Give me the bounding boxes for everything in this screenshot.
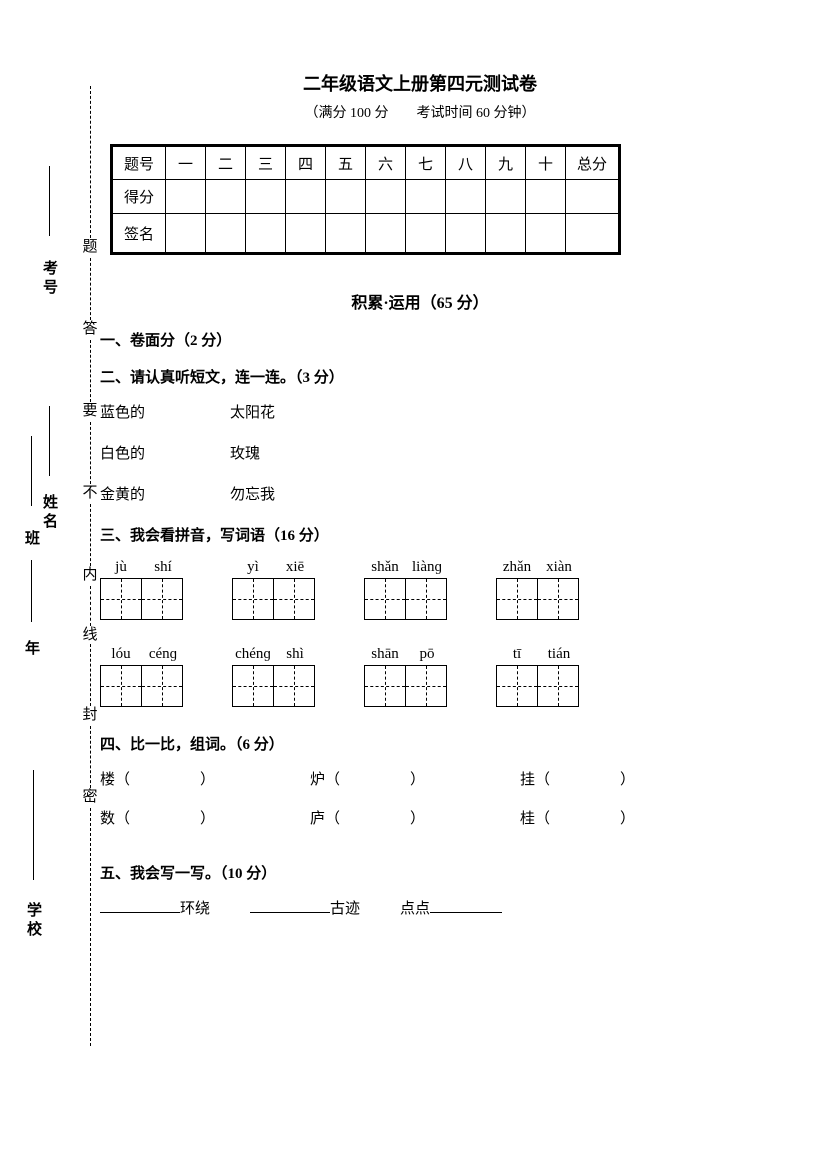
tian-box	[405, 665, 447, 707]
q2-body: 蓝色的 太阳花 白色的 玫瑰 金黄的 勿忘我	[100, 401, 740, 504]
left-label-xingming: 姓名	[42, 494, 60, 532]
q4-body: 楼（） 炉（） 挂（） 数（） 庐（） 桂（）	[100, 768, 740, 828]
blank-line	[100, 898, 180, 913]
pinyin-word: tītián	[496, 646, 580, 707]
q5-item: 环绕	[100, 897, 210, 918]
tian-box	[141, 665, 183, 707]
list-item: 蓝色的 太阳花	[100, 401, 740, 422]
tian-box	[405, 578, 447, 620]
list-item: 白色的 玫瑰	[100, 442, 740, 463]
q3-body: jùshí yìxiē shǎnliànɡ zhǎnxiàn lóucénɡ	[100, 559, 740, 707]
tian-box	[537, 665, 579, 707]
q4-cell: 挂（）	[520, 768, 730, 789]
q5-item: 点点	[400, 897, 502, 918]
q5-item: 古迹	[250, 897, 360, 918]
section-heading: 积累·运用（65 分）	[100, 289, 740, 313]
left-margin-column: 考号 姓名 班 年 学校	[20, 80, 70, 1060]
tian-box	[496, 578, 538, 620]
tian-box	[273, 665, 315, 707]
pinyin-word: lóucénɡ	[100, 646, 184, 707]
blank-line	[250, 898, 330, 913]
q1-heading: 一、卷面分（2 分）	[100, 329, 740, 350]
tian-box	[364, 578, 406, 620]
tian-box	[141, 578, 183, 620]
q4-heading: 四、比一比，组词。（6 分）	[100, 733, 740, 754]
q5-body: 环绕 古迹 点点	[100, 897, 740, 918]
q2-heading: 二、请认真听短文，连一连。（3 分）	[100, 366, 740, 387]
left-blank-line	[31, 560, 32, 622]
left-blank-line	[33, 770, 34, 880]
q4-cell: 楼（）	[100, 768, 310, 789]
blank-line	[430, 898, 502, 913]
list-item: 金黄的 勿忘我	[100, 483, 740, 504]
left-blank-line	[49, 166, 50, 236]
left-label-kaohao: 考号	[42, 260, 60, 298]
score-table: 题号 一 二 三 四 五 六 七 八 九 十 总分 得分 签名	[110, 144, 621, 255]
left-label-nian: 年	[24, 640, 42, 659]
pinyin-row: lóucénɡ chénɡshì shānpō tītián	[100, 646, 740, 707]
tian-box	[232, 665, 274, 707]
table-row: 数（） 庐（） 桂（）	[100, 807, 740, 828]
q4-cell: 数（）	[100, 807, 310, 828]
pinyin-row: jùshí yìxiē shǎnliànɡ zhǎnxiàn	[100, 559, 740, 620]
q4-cell: 庐（）	[310, 807, 520, 828]
left-blank-line	[31, 436, 32, 506]
tian-box	[100, 665, 142, 707]
pinyin-word: chénɡshì	[232, 646, 316, 707]
tian-box	[273, 578, 315, 620]
exam-subtitle: （满分 100 分 考试时间 60 分钟）	[100, 102, 740, 122]
left-blank-line	[49, 406, 50, 476]
binding-line: 题 答 要 不 内 线 封 密	[82, 86, 100, 1046]
left-label-ban: 班	[24, 530, 42, 549]
table-row: 楼（） 炉（） 挂（）	[100, 768, 740, 789]
q4-cell: 炉（）	[310, 768, 520, 789]
pinyin-word: zhǎnxiàn	[496, 559, 580, 620]
page-content: 二年级语文上册第四元测试卷 （满分 100 分 考试时间 60 分钟） 题号 一…	[100, 70, 740, 918]
left-label-xuexiao: 学校	[26, 902, 44, 940]
tian-box	[364, 665, 406, 707]
q4-cell: 桂（）	[520, 807, 730, 828]
tian-box	[537, 578, 579, 620]
tian-box	[496, 665, 538, 707]
pinyin-word: jùshí	[100, 559, 184, 620]
tian-box	[232, 578, 274, 620]
exam-title: 二年级语文上册第四元测试卷	[100, 70, 740, 96]
pinyin-word: shānpō	[364, 646, 448, 707]
table-row: 题号 一 二 三 四 五 六 七 八 九 十 总分	[112, 146, 620, 180]
pinyin-word: shǎnliànɡ	[364, 559, 448, 620]
q3-heading: 三、我会看拼音，写词语（16 分）	[100, 524, 740, 545]
table-row: 得分	[112, 180, 620, 214]
tian-box	[100, 578, 142, 620]
q5-heading: 五、我会写一写。（10 分）	[100, 862, 740, 883]
table-row: 签名	[112, 214, 620, 254]
pinyin-word: yìxiē	[232, 559, 316, 620]
